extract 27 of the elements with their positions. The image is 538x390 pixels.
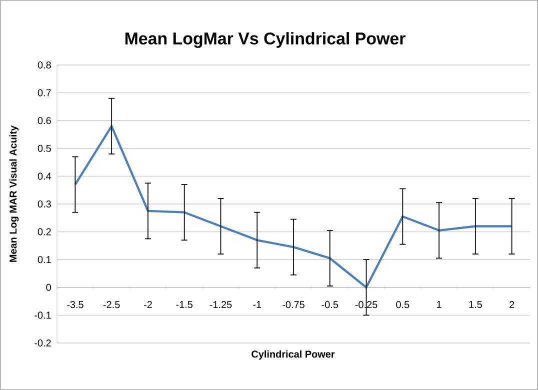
x-tick-label: 1.5 [469, 301, 482, 308]
y-tick-label: 0.8 [38, 61, 51, 69]
line-series [74, 125, 513, 288]
y-axis-title: Mean Log MAR Visual Acuity [9, 126, 19, 262]
x-tick-label: -1.25 [210, 301, 232, 308]
x-tick-label: -0.5 [322, 301, 338, 308]
x-tick-label: -3.5 [67, 301, 84, 308]
y-tick-label: 0.3 [38, 200, 51, 208]
y-tick-label: 0.1 [38, 256, 51, 264]
y-tick-label: 0.6 [38, 117, 51, 124]
y-tick-label: 0.7 [38, 89, 51, 96]
x-tick-label: 1 [437, 301, 442, 308]
x-tick-label: -0.75 [282, 301, 304, 308]
x-tick-label: -1.5 [176, 301, 193, 308]
y-tick-label: 0.4 [38, 172, 52, 180]
x-tick-label: 2 [510, 301, 514, 308]
y-tick-label: 0 [46, 284, 51, 291]
chart-title: Mean LogMar Vs Cylindrical Power [125, 32, 406, 48]
y-tick-label: -0.2 [34, 339, 51, 347]
y-tick-label: 0.5 [38, 144, 51, 152]
x-tick-label: -2.5 [103, 301, 120, 308]
y-tick-label: -0.1 [34, 312, 51, 319]
x-axis-title: Cylindrical Power [252, 350, 335, 360]
x-tick-label: -2 [144, 301, 152, 308]
x-tick-label: 0.5 [396, 301, 410, 308]
x-tick-label: -1 [253, 301, 262, 308]
y-tick-label: 0.2 [38, 228, 51, 236]
